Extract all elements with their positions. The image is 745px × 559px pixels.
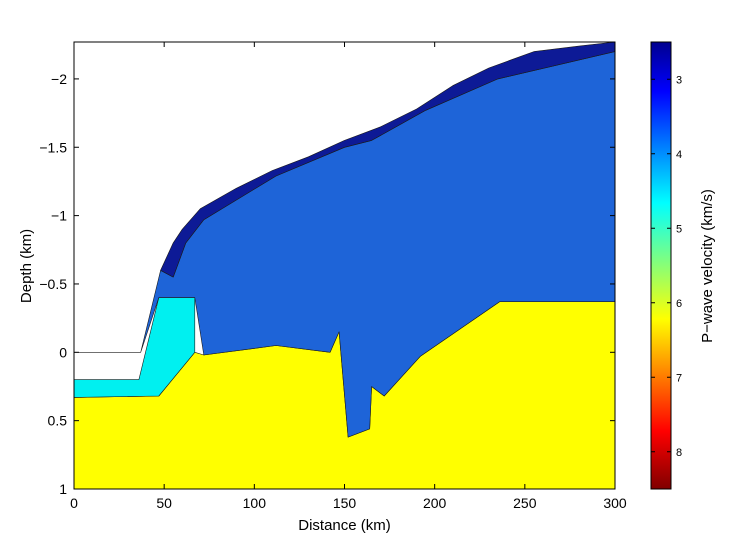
y-axis-ticks: −2 −1.5 −1 −0.5 0 0.5 1	[39, 71, 615, 497]
colorbar-tick-label: 3	[676, 74, 682, 86]
colorbar-tick-label: 7	[676, 372, 682, 384]
colorbar-tick-label: 4	[676, 149, 682, 161]
y-tick-label: 0.5	[48, 413, 68, 429]
x-tick-label: 150	[333, 495, 357, 511]
velocity-layers	[74, 42, 615, 489]
y-tick-label: −1	[51, 208, 67, 224]
x-tick-label: 100	[243, 495, 267, 511]
y-axis-label: Depth (km)	[18, 229, 35, 303]
layer-4.7	[74, 297, 196, 398]
y-tick-label: −1.5	[39, 139, 67, 155]
x-tick-label: 300	[603, 495, 627, 511]
x-tick-label: 50	[156, 495, 172, 511]
colorbar-ticks: 3 4 5 6 7 8	[651, 74, 682, 459]
y-tick-label: −2	[51, 71, 67, 87]
y-tick-label: 1	[59, 481, 67, 497]
x-tick-label: 200	[423, 495, 447, 511]
colorbar-tick-label: 8	[676, 447, 682, 459]
colorbar	[650, 41, 672, 490]
x-axis-ticks: 0 50 100 150 200 250 300	[70, 42, 627, 511]
y-tick-label: −0.5	[39, 276, 67, 292]
y-tick-label: 0	[59, 344, 67, 360]
x-tick-label: 0	[70, 495, 78, 511]
x-axis-label: Distance (km)	[298, 517, 391, 534]
colorbar-label: P−wave velocity (km/s)	[699, 189, 716, 343]
colorbar-tick-label: 5	[676, 223, 682, 235]
layer-3	[160, 42, 615, 278]
x-tick-label: 250	[513, 495, 537, 511]
colorbar-tick-label: 6	[676, 298, 682, 310]
